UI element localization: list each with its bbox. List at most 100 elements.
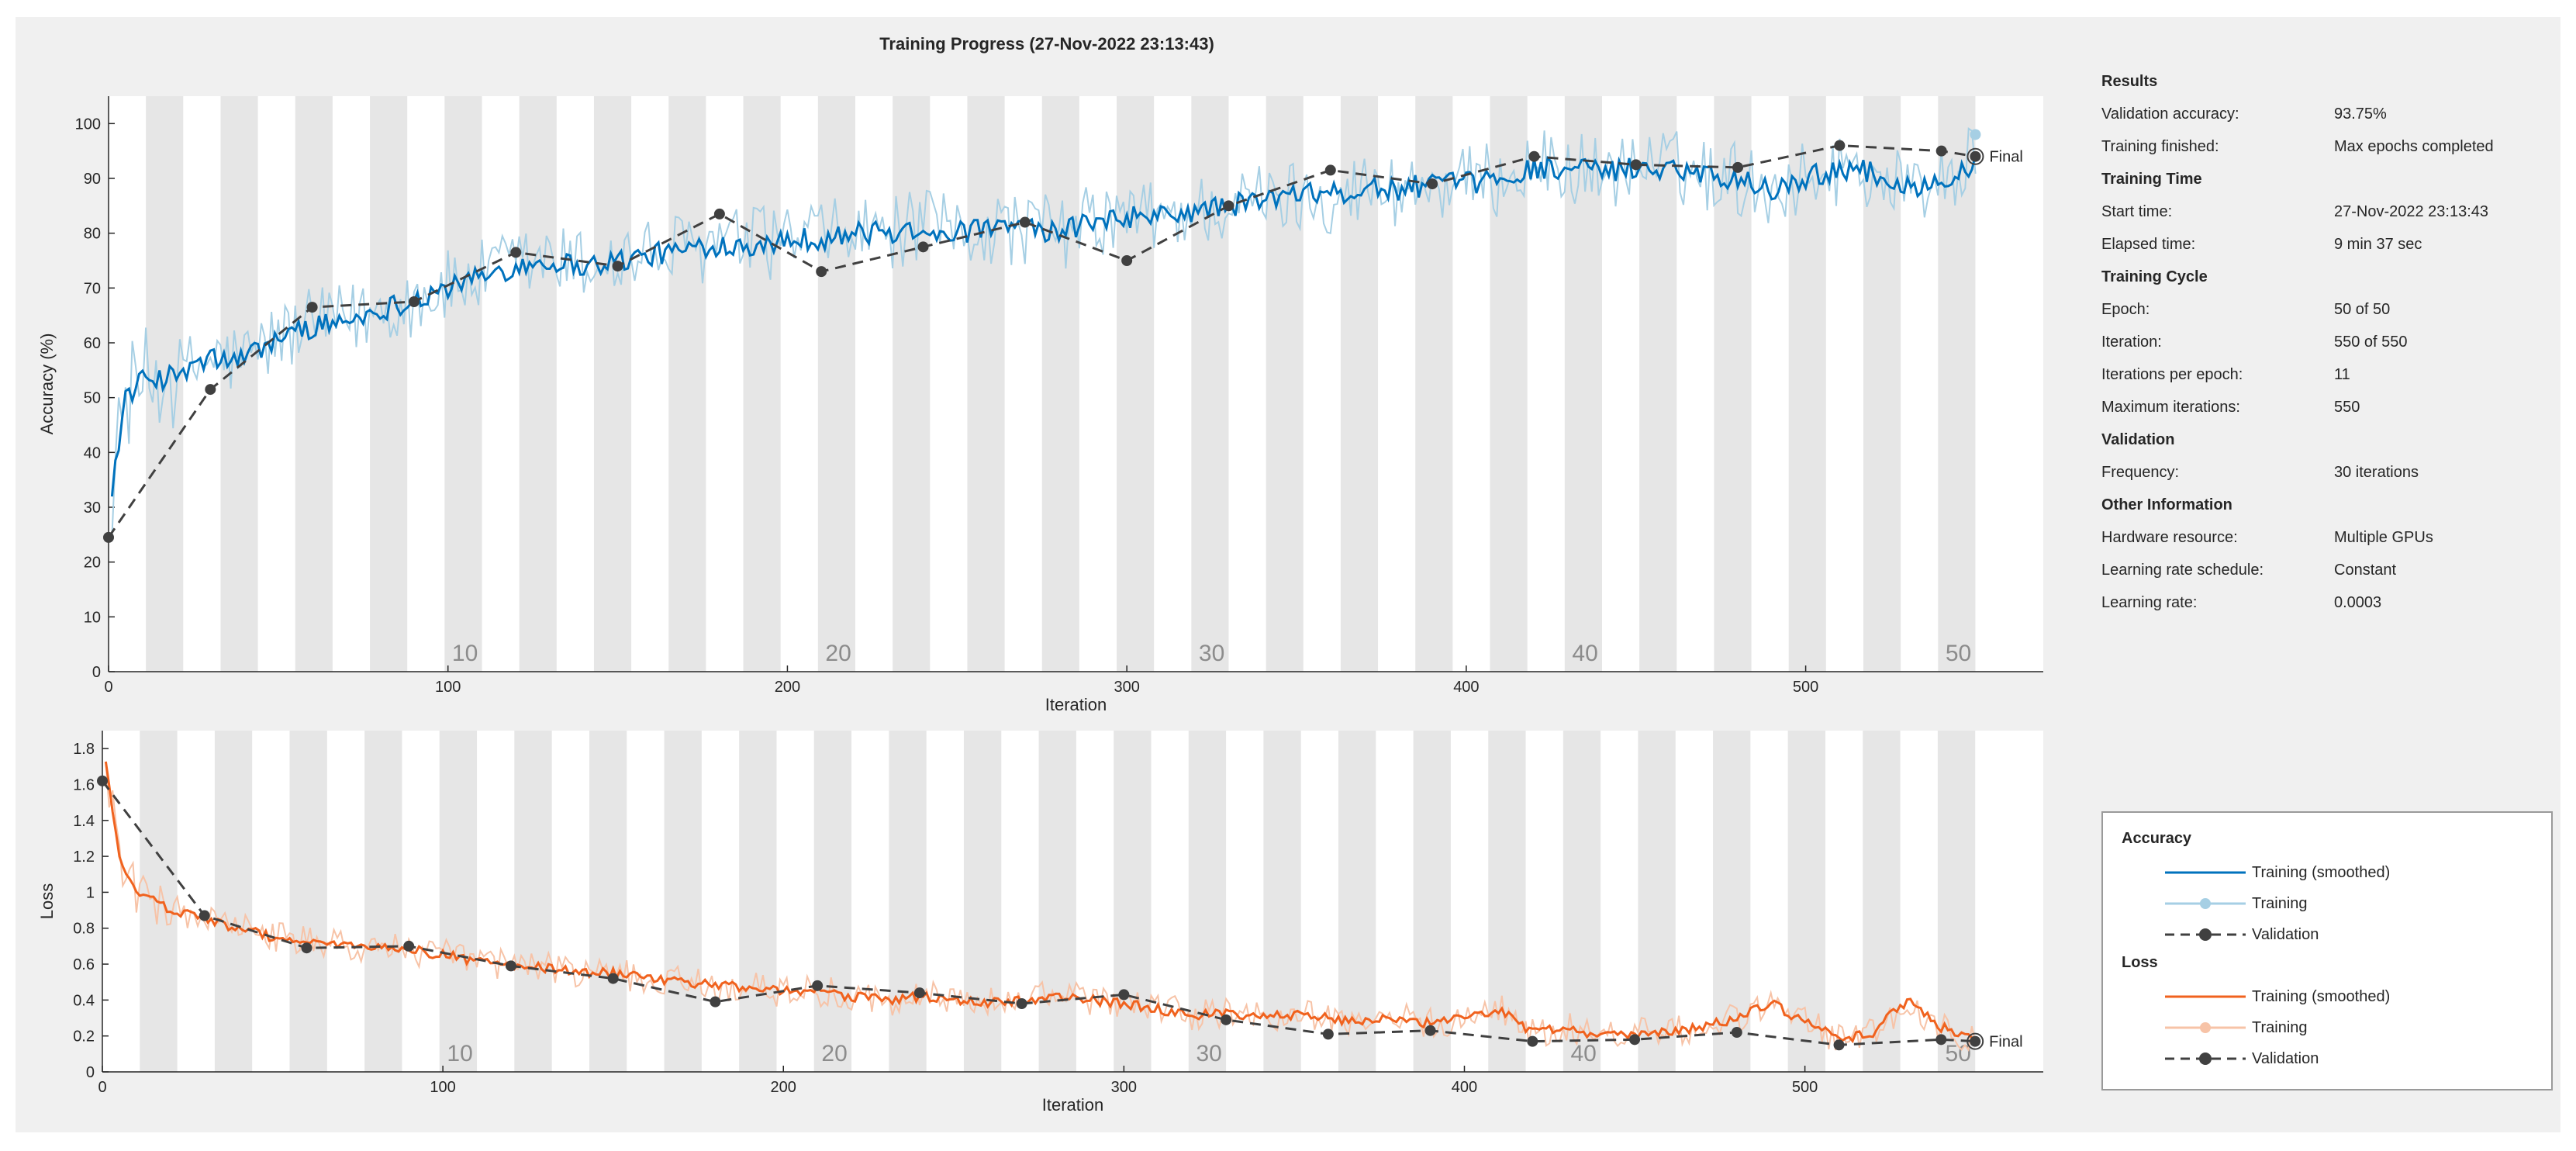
legend-accuracy-validation-label: Validation: [2252, 925, 2319, 943]
loss-x-tick-label: 500: [1792, 1079, 1818, 1096]
loss-x-tick-label: 300: [1111, 1079, 1137, 1096]
loss-validation-point: [1629, 1034, 1641, 1046]
loss-validation-point: [1424, 1025, 1436, 1036]
loss-y-tick-label: 1.8: [73, 741, 95, 758]
loss-epoch-label: 10: [447, 1041, 472, 1066]
accuracy-validation-point: [306, 302, 318, 313]
accuracy-epoch-label: 30: [1199, 641, 1224, 666]
start-time-value: 27-Nov-2022 23:13:43: [2334, 203, 2489, 220]
training-finished-row: Training finished: Max epochs completed: [2101, 130, 2567, 163]
epoch-row: Epoch: 50 of 50: [2101, 293, 2567, 326]
loss-epoch-band: [1338, 731, 1376, 1072]
accuracy-x-axis-label: Iteration: [1045, 695, 1107, 714]
hardware-resource-value: Multiple GPUs: [2334, 529, 2433, 546]
loss-validation-point: [607, 973, 619, 984]
frequency-label: Frequency:: [2101, 464, 2180, 481]
loss-validation-point: [403, 940, 415, 952]
accuracy-y-tick-label: 100: [75, 116, 101, 133]
hardware-resource-row: Hardware resource: Multiple GPUs: [2101, 521, 2567, 554]
accuracy-x-tick-label: 200: [775, 679, 800, 696]
loss-x-tick-label: 200: [771, 1079, 796, 1096]
charts-canvas: Training Progress (27-Nov-2022 23:13:43)…: [37, 34, 2043, 1115]
legend-loss-validation-swatch: [2165, 1052, 2246, 1065]
accuracy-validation-point: [408, 296, 420, 307]
accuracy-validation-point: [205, 384, 216, 396]
loss-epoch-band: [1638, 731, 1676, 1072]
accuracy-validation-point: [917, 241, 929, 253]
legend-loss-training-smoothed: Training (smoothed): [2165, 985, 2537, 1008]
loss-validation-point: [199, 910, 210, 921]
accuracy-validation-point: [612, 261, 623, 272]
accuracy-epoch-band: [1564, 96, 1602, 672]
loss-epoch-band: [889, 731, 927, 1072]
accuracy-training-line: [111, 126, 1977, 537]
accuracy-y-tick-label: 30: [84, 499, 101, 517]
accuracy-epoch-band: [817, 96, 855, 672]
loss-plot: 10 20 30 40 500 0.2 0.4 0.6 0.8 1 1.2 1.4 1.6 1.8 0 100…: [37, 731, 2043, 1115]
legend-accuracy-training-swatch: [2165, 898, 2246, 909]
learning-rate-row: Learning rate: 0.0003: [2101, 586, 2567, 619]
legend-loss-training-swatch: [2165, 1022, 2246, 1033]
accuracy-epoch-label: 10: [452, 641, 478, 666]
learning-rate-schedule-value: Constant: [2334, 562, 2397, 579]
accuracy-epoch-band: [1788, 96, 1826, 672]
loss-epoch-band: [1413, 731, 1451, 1072]
accuracy-epoch-band: [1266, 96, 1304, 672]
frequency-value: 30 iterations: [2334, 464, 2419, 481]
legend-accuracy-training: Training: [2165, 892, 2537, 915]
loss-validation-final-ring: [1967, 1032, 1984, 1050]
loss-y-tick-label: 0.6: [73, 956, 95, 973]
learning-rate-value: 0.0003: [2334, 594, 2382, 611]
accuracy-y-tick-label: 10: [84, 609, 101, 626]
accuracy-validation-point: [1834, 140, 1846, 151]
loss-validation-point: [1527, 1035, 1538, 1047]
epoch-label: Epoch:: [2101, 301, 2150, 318]
loss-validation-point: [97, 775, 108, 786]
loss-y-tick-label: 0.2: [73, 1028, 95, 1046]
accuracy-epoch-band: [967, 96, 1005, 672]
legend-accuracy-smoothed-label: Training (smoothed): [2252, 863, 2391, 881]
legend-accuracy-smoothed-swatch: [2165, 871, 2246, 874]
iterations-per-epoch-label: Iterations per epoch:: [2101, 366, 2243, 383]
accuracy-epoch-label: 20: [825, 641, 851, 666]
legend-accuracy-validation: Validation: [2165, 923, 2537, 946]
validation-accuracy-value: 93.75%: [2334, 105, 2387, 123]
start-time-row: Start time: 27-Nov-2022 23:13:43: [2101, 195, 2567, 228]
loss-epoch-band: [1114, 731, 1152, 1072]
accuracy-epoch-band: [1041, 96, 1079, 672]
accuracy-validation-point: [1935, 145, 1947, 157]
accuracy-validation-point: [1528, 150, 1540, 162]
loss-validation-point: [1833, 1039, 1845, 1051]
start-time-label: Start time:: [2101, 203, 2173, 220]
training-progress-window: Training Progress (27-Nov-2022 23:13:43)…: [16, 17, 2560, 1132]
validation-title: Validation: [2101, 431, 2175, 448]
accuracy-epoch-band: [519, 96, 557, 672]
loss-y-tick-label: 1.2: [73, 849, 95, 866]
accuracy-epoch-band: [668, 96, 706, 672]
accuracy-validation-point: [1324, 164, 1336, 176]
legend-loss-validation: Validation: [2165, 1047, 2537, 1070]
accuracy-epoch-band: [444, 96, 482, 672]
accuracy-validation-point: [1630, 159, 1642, 171]
learning-rate-schedule-row: Learning rate schedule: Constant: [2101, 554, 2567, 586]
results-title: Results: [2101, 73, 2158, 90]
accuracy-y-tick-label: 70: [84, 280, 101, 297]
accuracy-y-axis-label: Accuracy (%): [37, 334, 57, 435]
legend-loss-training-label: Training: [2252, 1018, 2308, 1036]
accuracy-epoch-band: [1415, 96, 1453, 672]
accuracy-y-tick-label: 40: [84, 444, 101, 461]
accuracy-x-tick-label: 100: [435, 679, 461, 696]
loss-training-line: [105, 762, 1977, 1052]
loss-validation-point: [1731, 1027, 1742, 1039]
loss-epoch-label: 30: [1196, 1041, 1221, 1066]
loss-epoch-band: [289, 731, 327, 1072]
loss-validation-point: [1935, 1034, 1947, 1046]
maximum-iterations-value: 550: [2334, 399, 2360, 416]
training-finished-value: Max epochs completed: [2334, 138, 2494, 155]
accuracy-y-tick-label: 60: [84, 335, 101, 352]
loss-epoch-band: [439, 731, 478, 1072]
accuracy-epoch-band: [220, 96, 258, 672]
elapsed-time-row: Elapsed time: 9 min 37 sec: [2101, 228, 2567, 261]
loss-x-axis-label: Iteration: [1042, 1095, 1104, 1115]
accuracy-validation-line: [107, 144, 1976, 538]
